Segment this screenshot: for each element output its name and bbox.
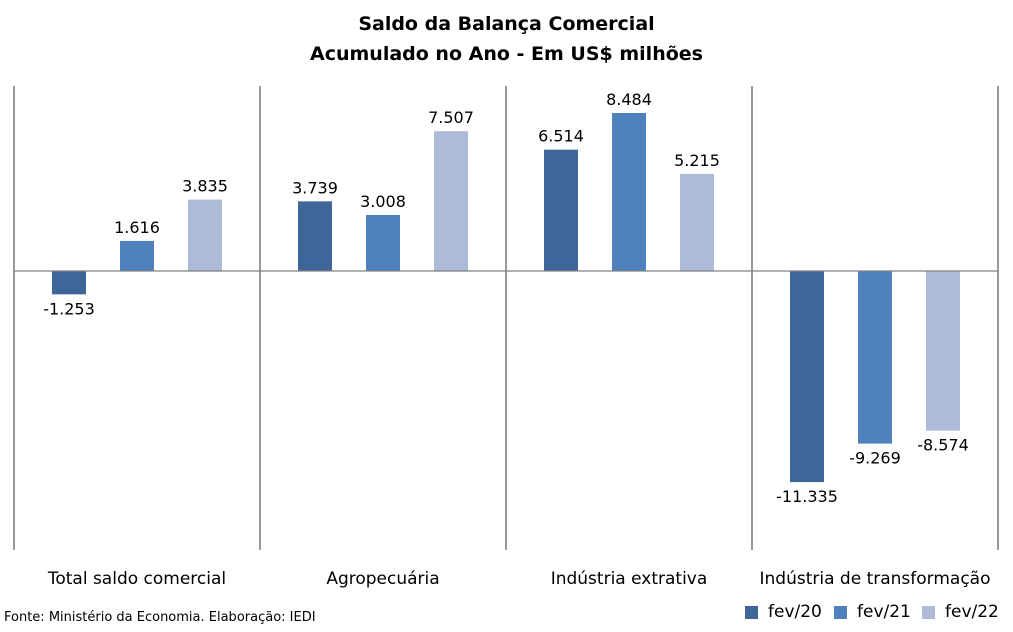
bar	[434, 131, 468, 271]
data-label: -11.335	[776, 487, 838, 506]
chart-title: Saldo da Balança Comercial	[358, 13, 655, 35]
bar	[366, 214, 400, 271]
legend-label: fev/20	[768, 602, 822, 622]
data-label: 3.835	[182, 177, 228, 196]
data-label: -8.574	[917, 436, 969, 455]
legend-item-fev20: fev/20	[745, 602, 822, 622]
data-label: 3.739	[292, 178, 338, 197]
data-label: 5.215	[674, 151, 720, 170]
source-note: Fonte: Ministério da Economia. Elaboraçã…	[4, 610, 316, 625]
category-label: Agropecuária	[326, 569, 439, 589]
data-label: 3.008	[360, 192, 406, 211]
category-label: Indústria de transformação	[760, 569, 991, 589]
chart-subtitle: Acumulado no Ano - Em US$ milhões	[310, 43, 703, 65]
legend-label: fev/22	[945, 602, 999, 622]
bar	[790, 271, 824, 483]
bar	[298, 201, 332, 271]
legend-label: fev/21	[857, 602, 911, 622]
data-label: 6.514	[538, 127, 584, 146]
bar	[120, 240, 154, 271]
data-label: -9.269	[849, 449, 901, 468]
data-label: 8.484	[606, 90, 652, 109]
legend-swatch	[922, 605, 935, 619]
category-label: Total saldo comercial	[47, 569, 226, 589]
legend-swatch	[834, 605, 847, 619]
data-label: 7.507	[428, 108, 474, 127]
bar	[926, 271, 960, 431]
legend-item-fev21: fev/21	[834, 602, 911, 622]
legend-swatch	[745, 605, 758, 619]
bar	[188, 199, 222, 271]
legend-item-fev22: fev/22	[922, 602, 999, 622]
bar	[680, 173, 714, 271]
data-label: 1.616	[114, 218, 160, 237]
bar	[612, 113, 646, 271]
bar	[52, 271, 86, 295]
data-label: -1.253	[43, 299, 95, 318]
category-label: Indústria extrativa	[551, 569, 708, 589]
bar	[858, 271, 892, 444]
bar	[544, 149, 578, 271]
